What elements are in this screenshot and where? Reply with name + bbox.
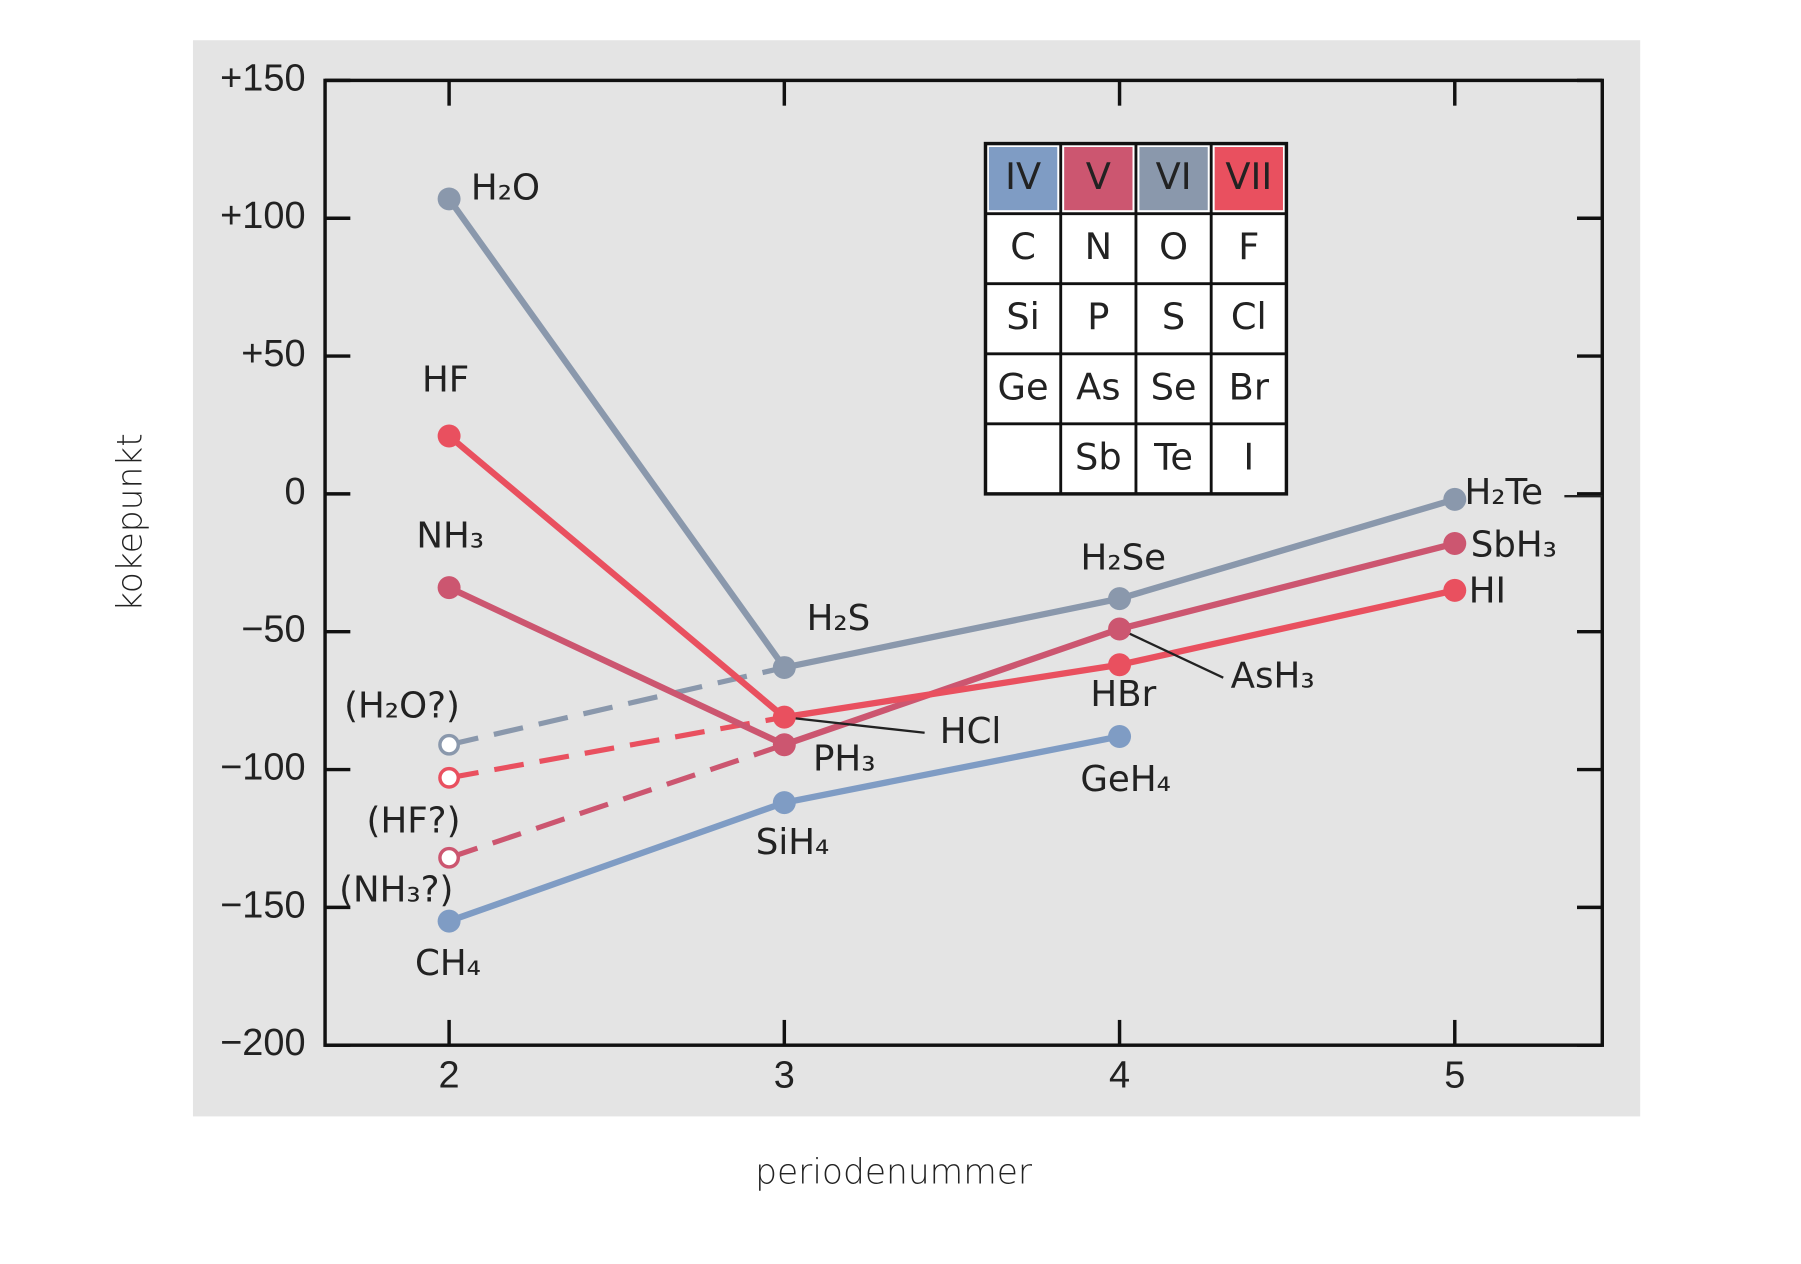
x-tick-label: 5 bbox=[1444, 1054, 1465, 1096]
table-cell: Br bbox=[1229, 365, 1270, 408]
x-tick-label: 4 bbox=[1109, 1054, 1130, 1096]
estimate-line bbox=[448, 665, 785, 748]
x-tick-label: 3 bbox=[774, 1054, 795, 1096]
table-cell: S bbox=[1162, 295, 1185, 338]
estimate-line bbox=[448, 742, 786, 861]
point bbox=[1108, 724, 1132, 748]
legend-swatch bbox=[1064, 147, 1133, 211]
y-tick-label: −100 bbox=[220, 747, 305, 789]
point-label: H₂Te bbox=[1464, 472, 1543, 513]
point-label: HCl bbox=[940, 711, 1002, 752]
legend-swatch bbox=[988, 147, 1058, 211]
point-label: PH₃ bbox=[813, 738, 875, 779]
point-label: H₂Se bbox=[1081, 537, 1167, 578]
point bbox=[772, 791, 796, 815]
point bbox=[1108, 587, 1132, 611]
leader-line bbox=[784, 716, 925, 734]
point-label: NH₃ bbox=[416, 516, 484, 557]
point-label: HI bbox=[1469, 571, 1506, 612]
point bbox=[772, 656, 796, 680]
x-axis-label: periodenummer bbox=[755, 1152, 1033, 1192]
series-line bbox=[447, 540, 1456, 749]
y-axis-label: kokepunkt bbox=[111, 433, 151, 612]
estimate-label: (HF?) bbox=[367, 800, 461, 841]
table-cell: Se bbox=[1151, 365, 1197, 408]
point bbox=[1108, 653, 1132, 677]
legend-label: VII bbox=[1225, 155, 1272, 198]
point bbox=[1443, 532, 1467, 555]
table-cell: Cl bbox=[1231, 295, 1267, 338]
point bbox=[772, 705, 796, 729]
leader-line bbox=[1119, 627, 1224, 679]
legend-swatch bbox=[1214, 147, 1283, 211]
table-cell: C bbox=[1010, 225, 1036, 268]
point bbox=[437, 576, 461, 600]
legend-label: V bbox=[1086, 155, 1111, 198]
table-cell: Sb bbox=[1075, 435, 1122, 478]
table-cell: O bbox=[1159, 225, 1188, 268]
estimate-label: (NH₃?) bbox=[339, 869, 453, 910]
y-tick-label: −50 bbox=[241, 609, 305, 651]
point bbox=[1443, 578, 1467, 602]
plot-frame bbox=[323, 78, 1604, 1047]
point bbox=[437, 424, 461, 448]
panel-background bbox=[192, 40, 1641, 1117]
y-tick-label: +150 bbox=[220, 57, 305, 99]
estimate-point bbox=[438, 846, 461, 869]
point-label: SbH₃ bbox=[1471, 525, 1557, 566]
legend-label: IV bbox=[1005, 155, 1041, 198]
point-label: SiH₄ bbox=[756, 822, 830, 863]
point-label: HBr bbox=[1090, 674, 1156, 715]
y-tick-label: −200 bbox=[220, 1022, 305, 1064]
point-label: AsH₃ bbox=[1231, 656, 1315, 697]
table-cell: I bbox=[1243, 435, 1254, 478]
table-cell: F bbox=[1238, 225, 1259, 268]
estimate-point bbox=[438, 766, 461, 789]
point-label: H₂O bbox=[471, 168, 540, 209]
table-cell: Ge bbox=[998, 365, 1049, 408]
series-line bbox=[446, 197, 1456, 672]
estimate-point bbox=[438, 733, 461, 756]
table-cell: Te bbox=[1153, 435, 1193, 478]
table-cell: P bbox=[1087, 295, 1109, 338]
point bbox=[772, 733, 796, 757]
series-line bbox=[447, 433, 1456, 721]
point-label: CH₄ bbox=[415, 943, 481, 984]
table-cell: Si bbox=[1006, 295, 1040, 338]
estimate-line bbox=[448, 714, 785, 781]
estimate-label: (H₂O?) bbox=[344, 686, 460, 727]
point-label: H₂S bbox=[807, 598, 871, 639]
point bbox=[437, 909, 461, 933]
y-tick-label: −150 bbox=[220, 884, 305, 926]
point bbox=[1443, 487, 1467, 511]
legend-swatch bbox=[1139, 147, 1208, 211]
point-label: HF bbox=[422, 359, 469, 400]
y-tick-label: +100 bbox=[220, 195, 305, 237]
point bbox=[1108, 617, 1132, 641]
y-tick-label: +50 bbox=[241, 333, 305, 375]
table-cell: N bbox=[1085, 225, 1113, 268]
point bbox=[437, 187, 461, 211]
y-tick-label: 0 bbox=[284, 471, 305, 513]
table-cell: As bbox=[1076, 365, 1120, 408]
x-tick-label: 2 bbox=[439, 1054, 460, 1096]
point-label: GeH₄ bbox=[1080, 759, 1171, 800]
legend-label: VI bbox=[1156, 155, 1192, 198]
